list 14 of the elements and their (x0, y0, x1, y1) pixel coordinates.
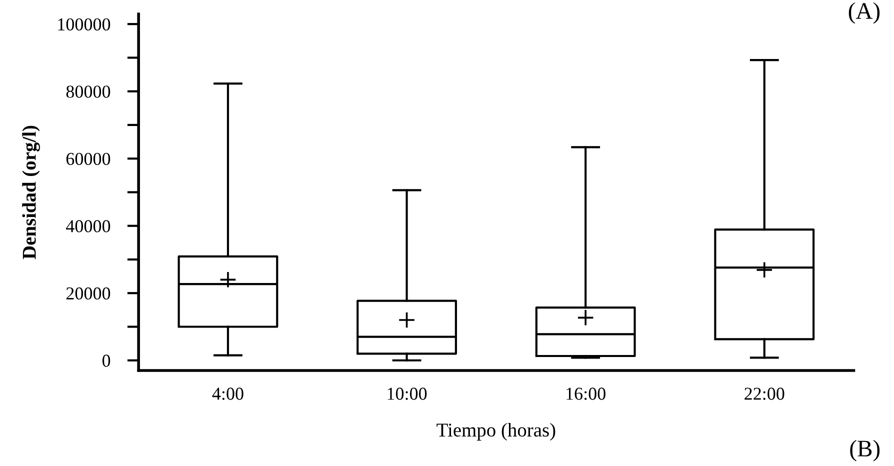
y-tick-label: 100000 (58, 18, 110, 31)
y-tick-label: 20000 (66, 287, 110, 300)
x-axis-title: Tiempo (horas) (436, 422, 556, 441)
x-tick-label: 22:00 (744, 388, 784, 400)
y-tick-label: 40000 (66, 220, 110, 232)
y-axis-title: Densidad (org/l) (22, 126, 40, 260)
x-tick-label: 4:00 (212, 388, 244, 400)
x-tick-label: 16:00 (566, 388, 606, 400)
y-tick-label: 60000 (66, 152, 110, 166)
y-tick-label: 0 (102, 354, 110, 367)
y-tick-label: 80000 (66, 86, 110, 98)
x-tick-label: 10:00 (388, 388, 427, 400)
text: (B) (850, 440, 880, 462)
annotation: (A) (848, 2, 880, 24)
